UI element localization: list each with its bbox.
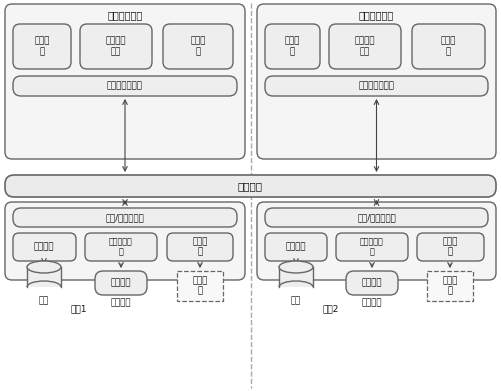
Text: 文件系
统: 文件系 统 (284, 37, 300, 56)
Text: 网络设
备: 网络设 备 (192, 276, 208, 296)
FancyBboxPatch shape (13, 24, 71, 69)
FancyBboxPatch shape (265, 233, 327, 261)
FancyBboxPatch shape (163, 24, 233, 69)
Text: 磁盘管理: 磁盘管理 (34, 242, 54, 251)
Bar (177, 271, 223, 301)
FancyBboxPatch shape (329, 24, 401, 69)
Polygon shape (279, 267, 313, 287)
Text: 设备驱
动: 设备驱 动 (442, 237, 458, 257)
Text: 虚拟内存
管理: 虚拟内存 管理 (106, 37, 126, 56)
Text: 磁盘: 磁盘 (39, 296, 49, 305)
Text: 进程管
理: 进程管 理 (190, 37, 206, 56)
Text: 全局容器: 全局容器 (238, 181, 263, 191)
FancyBboxPatch shape (167, 233, 233, 261)
Text: 设备驱
动: 设备驱 动 (192, 237, 208, 257)
Text: 物理内存: 物理内存 (362, 278, 382, 287)
FancyBboxPatch shape (257, 4, 496, 159)
Text: 本地操作系统: 本地操作系统 (359, 10, 394, 20)
FancyBboxPatch shape (85, 233, 157, 261)
Text: 进程管
理: 进程管 理 (440, 37, 456, 56)
Text: 物理内存管
理: 物理内存管 理 (109, 237, 133, 257)
FancyBboxPatch shape (5, 202, 245, 280)
Text: 映射接口链接器: 映射接口链接器 (107, 81, 143, 90)
FancyBboxPatch shape (13, 233, 76, 261)
Ellipse shape (279, 261, 313, 273)
Text: 文件系
统: 文件系 统 (34, 37, 50, 56)
Text: 虚拟内存
管理: 虚拟内存 管理 (355, 37, 375, 56)
FancyBboxPatch shape (95, 271, 147, 295)
FancyBboxPatch shape (346, 271, 398, 295)
Text: 物理内存: 物理内存 (111, 298, 131, 307)
Text: 磁盘管理: 磁盘管理 (286, 242, 306, 251)
FancyBboxPatch shape (336, 233, 408, 261)
Ellipse shape (27, 261, 61, 273)
Text: 本地操作系统: 本地操作系统 (107, 10, 143, 20)
Text: 输入/输出链接器: 输入/输出链接器 (106, 213, 144, 222)
FancyBboxPatch shape (80, 24, 152, 69)
FancyBboxPatch shape (412, 24, 485, 69)
FancyBboxPatch shape (265, 76, 488, 96)
Text: 物理内存: 物理内存 (111, 278, 131, 287)
Bar (427, 271, 473, 301)
Text: 映射接口链接器: 映射接口链接器 (359, 81, 394, 90)
Polygon shape (27, 267, 61, 287)
FancyBboxPatch shape (5, 4, 245, 159)
FancyBboxPatch shape (13, 208, 237, 227)
Text: 物理内存: 物理内存 (362, 298, 382, 307)
FancyBboxPatch shape (265, 24, 320, 69)
FancyBboxPatch shape (257, 202, 496, 280)
Text: 磁盘: 磁盘 (291, 296, 301, 305)
Text: 节点2: 节点2 (323, 305, 339, 314)
Text: 节点1: 节点1 (71, 305, 87, 314)
Text: 物理内存管
理: 物理内存管 理 (360, 237, 384, 257)
FancyBboxPatch shape (265, 208, 488, 227)
Text: 输入/输出链接器: 输入/输出链接器 (357, 213, 396, 222)
FancyBboxPatch shape (5, 175, 496, 197)
Text: 网络设
备: 网络设 备 (442, 276, 458, 296)
FancyBboxPatch shape (13, 76, 237, 96)
FancyBboxPatch shape (417, 233, 484, 261)
